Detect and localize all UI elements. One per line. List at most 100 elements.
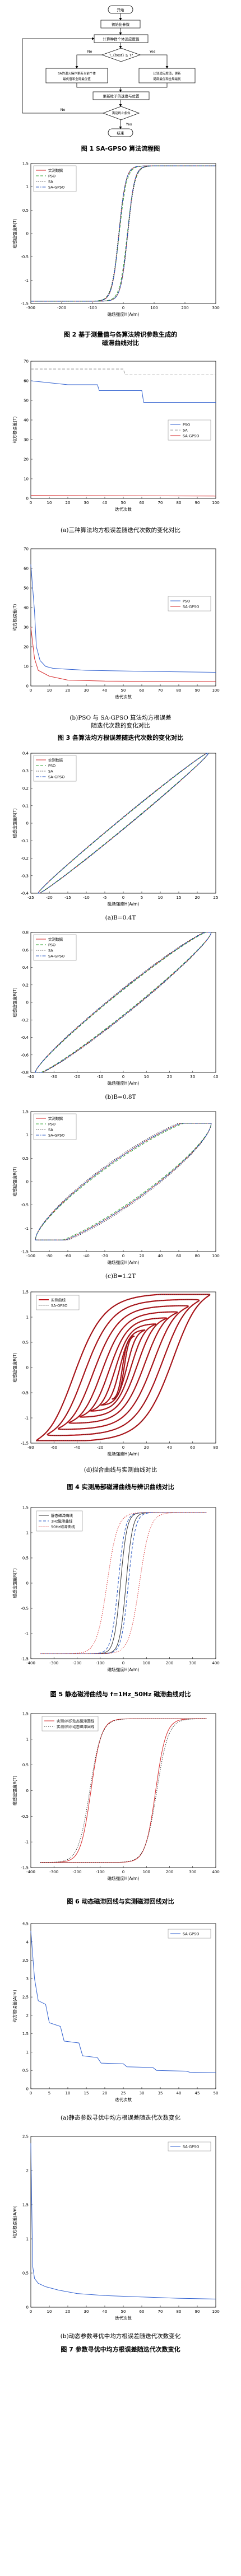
legend-label: SA-GPSO — [51, 1304, 67, 1308]
x-tick-label: 25 — [121, 2091, 126, 2096]
y-tick-label: 0 — [26, 2306, 29, 2310]
x-tick-label: 0 — [30, 2091, 32, 2096]
flow-yes-label-2: Yes — [126, 122, 132, 127]
legend-label: SA-GPSO — [48, 185, 64, 190]
fig7a-chart: 0 5 10 15 20 25 30 35 40 45 50 0 0.5 1 1.5 2 2.5 3 3.5 4 4.5… — [12, 1922, 218, 2103]
series-line — [100, 1329, 146, 1406]
series-line — [35, 1123, 212, 1240]
x-tick-label: 60 — [177, 1254, 182, 1258]
y-tick-label: 0.5 — [22, 2271, 29, 2276]
legend-label: PSO — [183, 423, 190, 427]
y-axis-label: 均方根误差(A/m) — [12, 1990, 17, 2022]
x-tick-label: 90 — [195, 501, 200, 505]
legend-label: PSO — [48, 1122, 55, 1127]
y-tick-label: 1.5 — [22, 2032, 29, 2036]
y-tick-label: 0.5 — [22, 2069, 29, 2073]
y-tick-label: 4.5 — [22, 1922, 29, 1926]
flow-calc-text: 计算种群个体适应度值 — [103, 36, 140, 41]
x-tick-label: 100 — [212, 501, 219, 505]
flow-update-local-text: 比较适应度值，更新 — [153, 71, 181, 76]
x-axis-label: 迭代次数 — [115, 2097, 132, 2102]
x-tick-label: -100 — [96, 1661, 105, 1665]
y-axis-label: 磁感应强度B(T) — [12, 218, 17, 248]
x-tick-label: 15 — [177, 895, 182, 900]
x-tick-label: -5 — [103, 895, 107, 900]
y-tick-label: 1 — [26, 1737, 29, 1742]
y-tick-label: -0.5 — [21, 1607, 29, 1611]
fig4a-caption: (a)B=0.4T — [105, 914, 136, 921]
x-tick-label: 300 — [189, 1870, 196, 1874]
series-line — [112, 1336, 135, 1399]
x-tick-label: -15 — [64, 895, 71, 900]
fig5-chart: -400 -300 -200 -100 0 100 200 300 400 -1.5 -1 -0.5 0… — [12, 1506, 220, 1673]
x-tick-label: 300 — [212, 306, 219, 310]
y-tick-label: -1.5 — [21, 1657, 29, 1662]
x-tick-label: 80 — [195, 1254, 200, 1258]
plot-frame — [30, 1291, 216, 1444]
legend-label: PSO — [48, 174, 55, 179]
x-axis-label: 磁场强度H(A/m) — [108, 1667, 140, 1672]
y-tick-label: 0 — [26, 1366, 29, 1370]
x-tick-label: 300 — [189, 1661, 196, 1665]
x-tick-label: -40 — [74, 1445, 80, 1450]
fig4c-caption: (c)B=1.2T — [105, 1273, 136, 1280]
x-tick-label: 100 — [212, 688, 219, 693]
fig3-caption: 图 3 各算法均方根误差随迭代次数的变化对比 — [57, 734, 184, 741]
y-tick-label: 0 — [26, 1180, 29, 1184]
x-tick-label: -20 — [74, 1075, 80, 1079]
series-line — [40, 1512, 207, 1654]
y-tick-label: 1.5 — [22, 1712, 29, 1716]
y-tick-label: 1.5 — [22, 162, 29, 166]
x-tick-label: -200 — [57, 306, 66, 310]
y-tick-label: 0 — [26, 684, 29, 689]
x-tick-label: 80 — [177, 501, 182, 505]
y-tick-label: -1.5 — [21, 302, 29, 306]
flow-endcond-diamond — [102, 106, 140, 120]
legend-label: 实测/辨识动态磁滞回线 — [57, 1724, 95, 1729]
series-line — [40, 1512, 207, 1654]
y-tick-label: 0 — [26, 1001, 29, 1005]
legend-label: SA-GPSO — [183, 2145, 199, 2149]
y-tick-label: -0.6 — [21, 1053, 29, 1057]
fig2-chart: -300 -200 -100 0 100 200 300 -1.5 -1 -0.5 0 0.5 1 1.5… — [12, 162, 220, 318]
x-tick-label: 20 — [66, 501, 71, 505]
x-tick-label: 50 — [121, 688, 126, 693]
y-tick-label: 0.5 — [22, 1556, 29, 1561]
series-line — [35, 1294, 211, 1441]
y-tick-label: -0.5 — [21, 1203, 29, 1207]
x-tick-label: -80 — [46, 1254, 52, 1258]
y-tick-label: 0 — [26, 822, 29, 826]
x-tick-label: 5 — [141, 895, 143, 900]
legend-label: 1Hz磁滞曲线 — [51, 1519, 73, 1524]
y-axis-label: 磁感应强度B(T) — [12, 1776, 17, 1805]
x-tick-label: 0 — [122, 306, 124, 310]
x-tick-label: 45 — [195, 2091, 200, 2096]
x-tick-label: -400 — [26, 1870, 35, 1874]
x-tick-label: -400 — [26, 1661, 35, 1665]
y-tick-label: 3 — [26, 1977, 29, 1981]
x-tick-label: 10 — [47, 2309, 52, 2314]
x-tick-label: 30 — [190, 1075, 195, 1079]
x-axis-label: 磁场强度H(A/m) — [108, 1875, 140, 1881]
series-line — [30, 380, 216, 403]
y-tick-label: 0.5 — [22, 1341, 29, 1345]
x-tick-label: 40 — [103, 501, 108, 505]
x-axis-label: 磁场强度H(A/m) — [108, 1259, 140, 1265]
x-tick-label: 90 — [195, 688, 200, 693]
legend-label: SA-GPSO — [48, 775, 64, 780]
series-line — [40, 1512, 207, 1654]
svg-text:局部最优和全局最优: 局部最优和全局最优 — [153, 77, 181, 81]
y-tick-label: 70 — [24, 547, 29, 552]
series-line — [40, 1718, 207, 1863]
x-tick-label: 20 — [140, 1254, 145, 1258]
y-tick-label: -0.5 — [21, 1391, 29, 1396]
x-tick-label: -10 — [83, 895, 89, 900]
x-tick-label: 100 — [143, 1870, 150, 1874]
flow-endcond-text: 满足终止条件 — [112, 111, 131, 115]
y-tick-label: -1.5 — [21, 1866, 29, 1870]
y-axis-label: 均方根误差(T) — [12, 416, 17, 443]
legend-label: 静态磁滞曲线 — [51, 1513, 73, 1518]
y-axis-label: 磁感应强度B(T) — [12, 987, 17, 1017]
y-tick-label: 0.4 — [22, 752, 29, 756]
series-line — [58, 1305, 189, 1430]
